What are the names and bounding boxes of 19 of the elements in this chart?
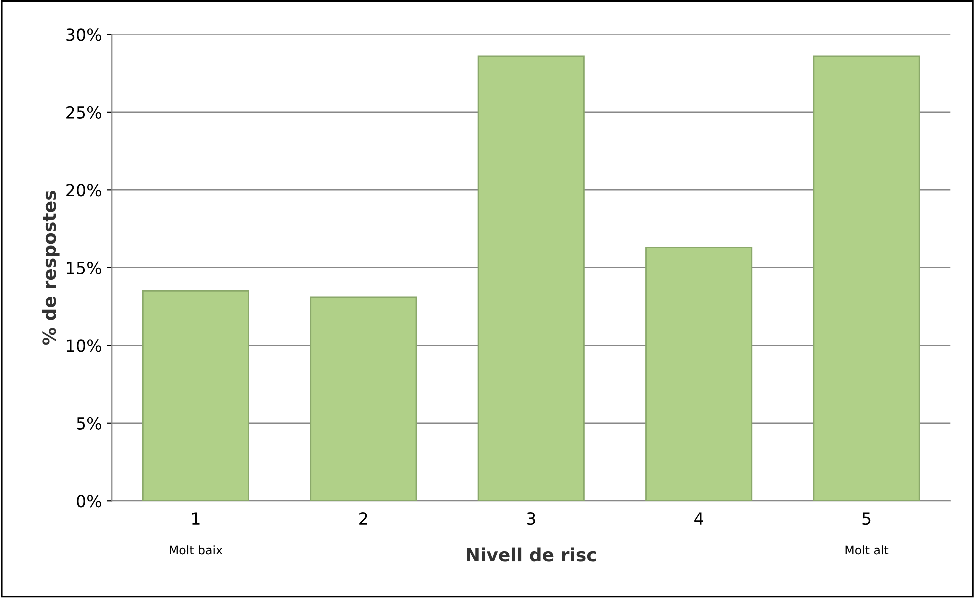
category-label: 5 Molt alt	[846, 512, 889, 555]
y-tick-label: 15%	[67, 262, 102, 274]
category-label: 1 Molt baix	[170, 512, 223, 555]
bar	[478, 56, 585, 502]
y-tick-label: 25%	[66, 106, 102, 119]
bar	[142, 290, 250, 502]
bar	[646, 246, 753, 502]
y-tick-label: 0%	[77, 495, 102, 508]
x-tick-label: 4	[694, 512, 704, 525]
x-tick-label: 3	[527, 512, 536, 526]
x-axis-title: Nivell de risc	[467, 548, 596, 562]
x-tick-label: 2	[360, 512, 368, 525]
bar	[813, 56, 920, 502]
y-tick-label: 5%	[77, 417, 102, 430]
y-tick-label: 30%	[66, 28, 102, 42]
y-tick-label: 10%	[67, 340, 102, 352]
bar	[310, 296, 418, 502]
y-tick-label: 20%	[66, 184, 102, 197]
y-axis-title: % de respostes	[42, 191, 60, 346]
